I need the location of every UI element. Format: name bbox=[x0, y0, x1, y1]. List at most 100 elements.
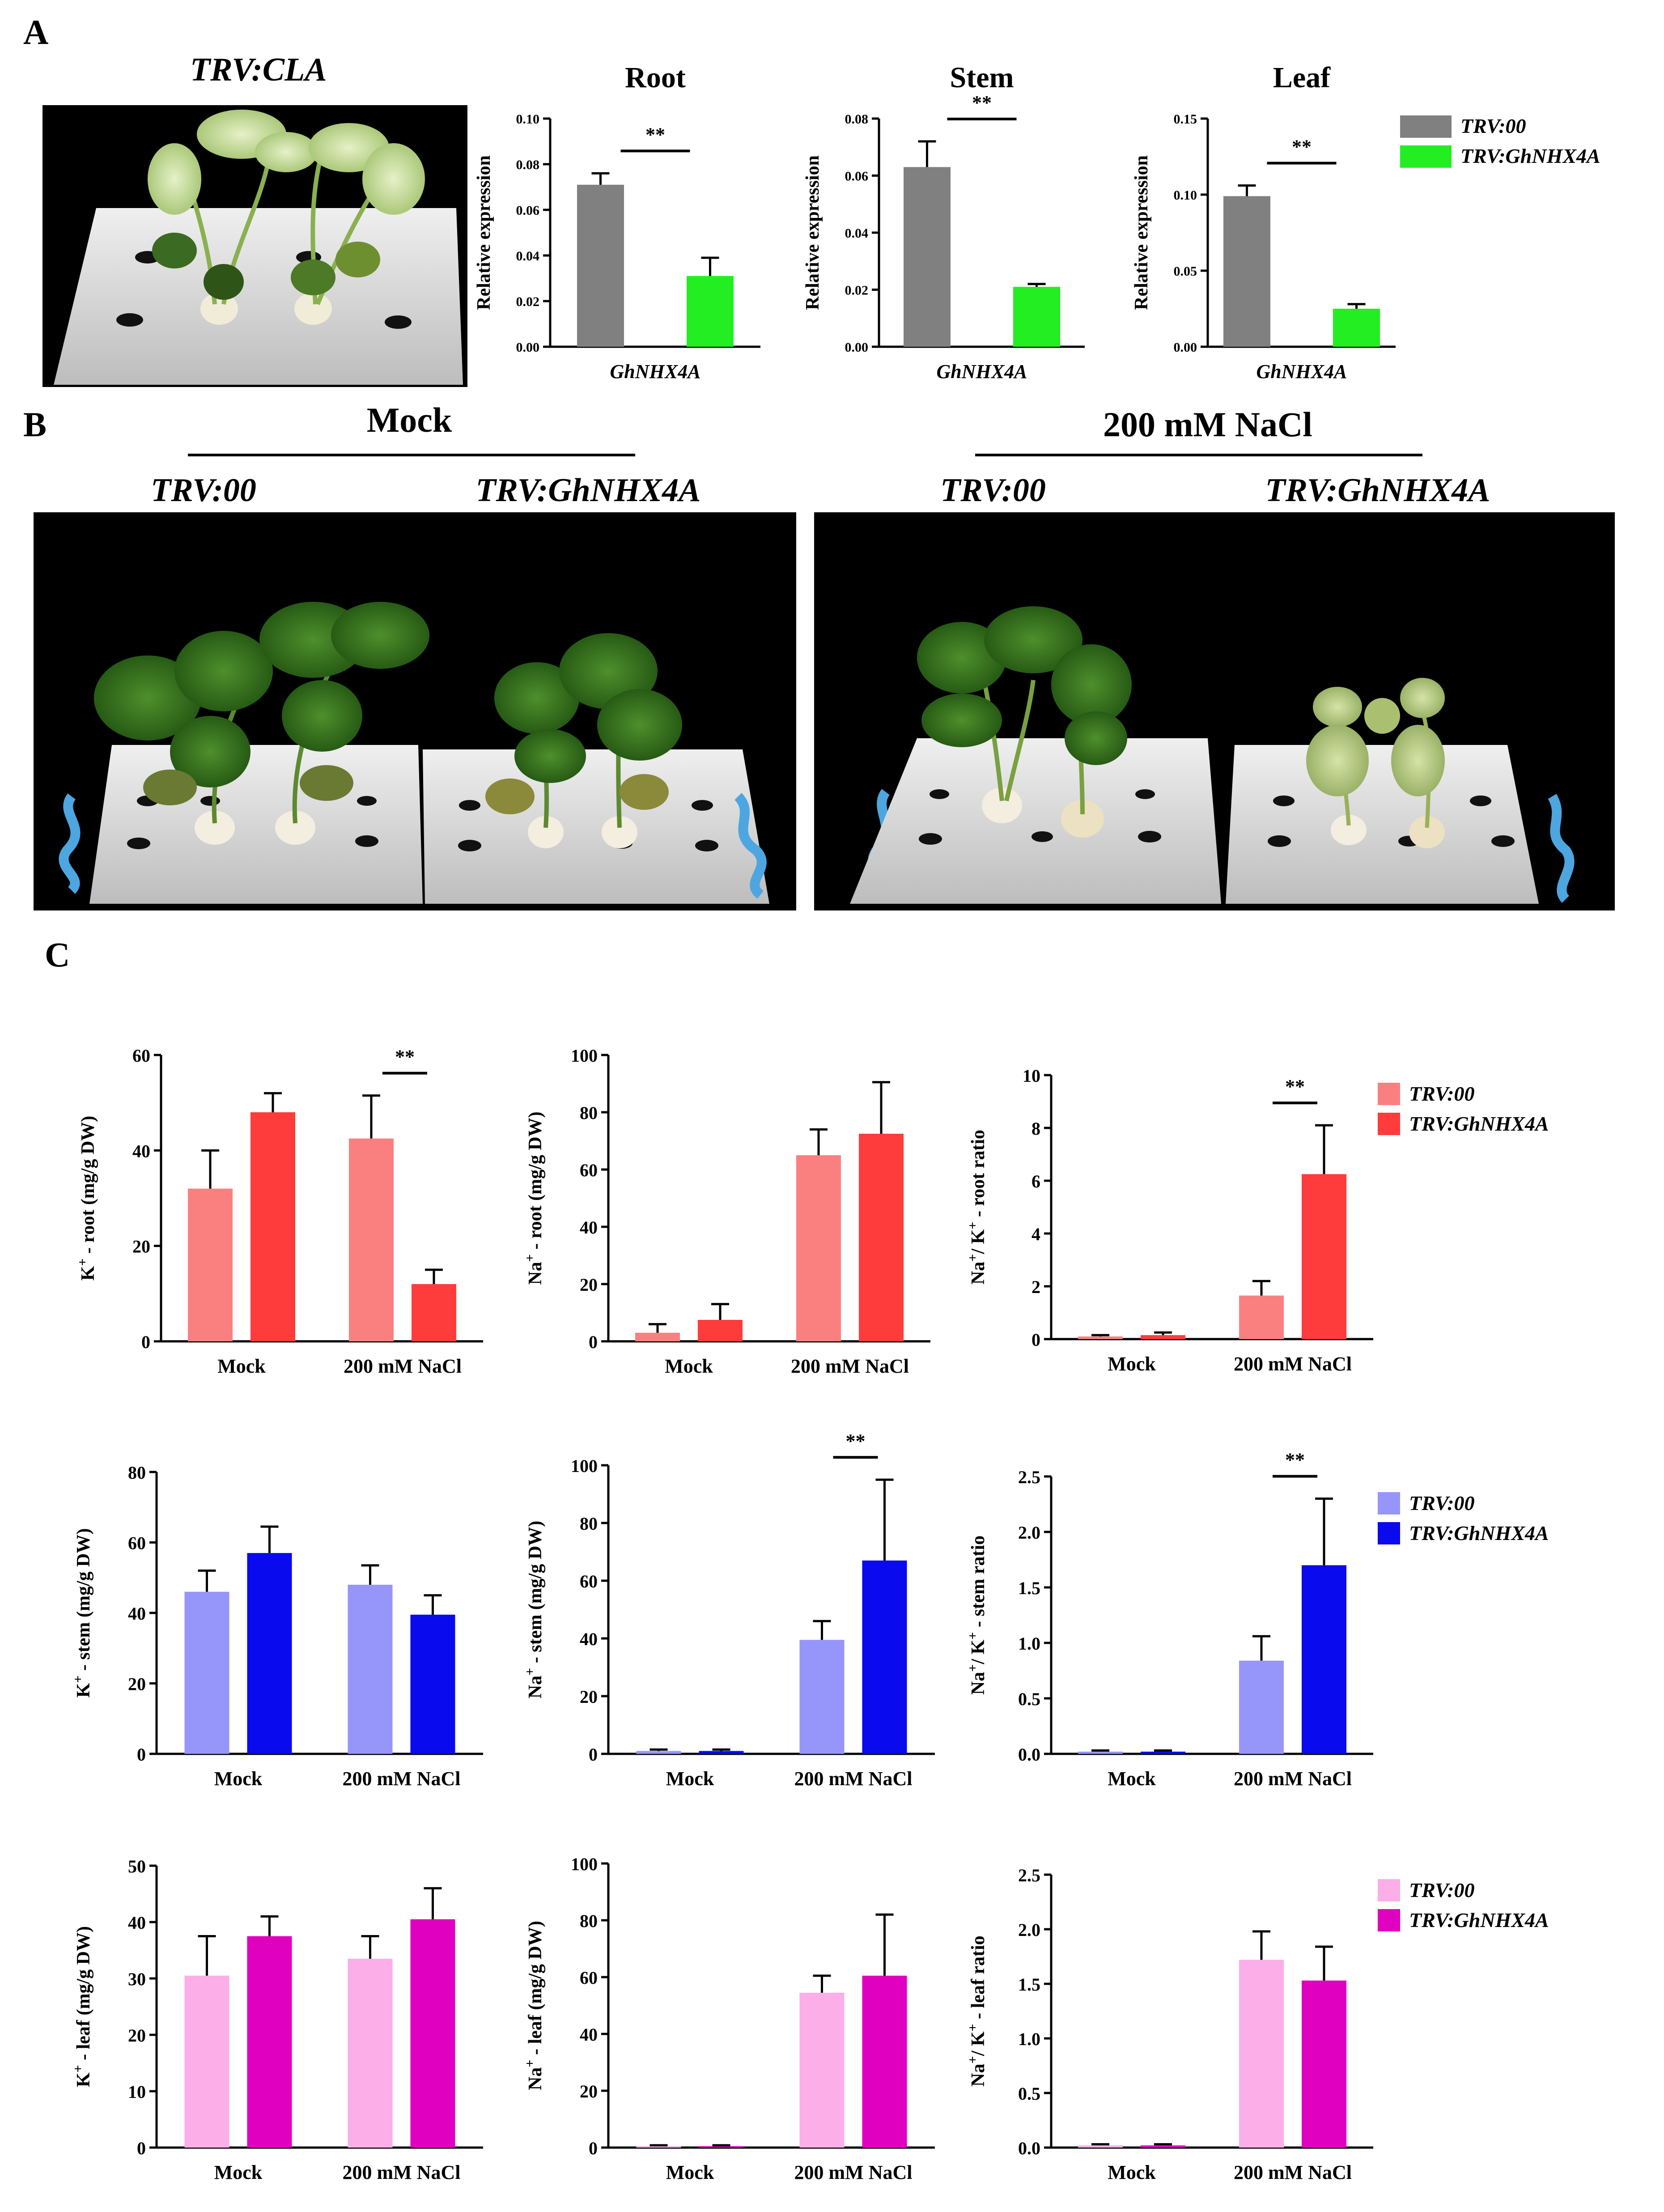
y-tick-label: 20 bbox=[128, 1674, 146, 1694]
root-legend-label-trv00: TRV:00 bbox=[1409, 1082, 1475, 1105]
na-root-chart: 0 20 40 60 80 100 Na+ - root (mg/g DW) Mock 200 … bbox=[522, 1046, 930, 1377]
y-tick-label: 0 bbox=[141, 1332, 150, 1352]
x-category-label: 200 mM NaCl bbox=[1234, 1353, 1352, 1375]
y-tick-label: 1.5 bbox=[1018, 1578, 1040, 1598]
mock-photo bbox=[34, 512, 796, 910]
root-legend-swatch-trv00 bbox=[1378, 1083, 1400, 1105]
stem-legend-swatch-trvghnhx4a bbox=[1378, 1522, 1400, 1544]
y-tick-label: 0.15 bbox=[1174, 112, 1197, 127]
bar bbox=[184, 1591, 229, 1754]
bar bbox=[1078, 1752, 1123, 1754]
y-tick-label: 0.04 bbox=[516, 249, 540, 264]
leaf-legend-label-trvghnhx4a: TRV:GhNHX4A bbox=[1409, 1909, 1549, 1931]
y-tick-label: 0 bbox=[589, 1332, 598, 1352]
y-tick-label: 1.0 bbox=[1018, 1633, 1040, 1654]
stem-legend-label-trv00: TRV:00 bbox=[1409, 1492, 1475, 1514]
y-tick-label: 0.06 bbox=[845, 169, 869, 184]
y-tick-label: 20 bbox=[580, 2081, 598, 2101]
y-tick-label: 0.00 bbox=[845, 340, 869, 355]
x-category-label: Mock bbox=[1108, 2161, 1156, 2183]
x-category-label: 200 mM NaCl bbox=[794, 1768, 913, 1790]
bar bbox=[1239, 1660, 1284, 1754]
leaf-legend: TRV:00 TRV:GhNHX4A bbox=[1378, 1879, 1549, 1931]
y-axis-label: K+ - stem (mg/g DW) bbox=[71, 1528, 94, 1698]
x-category-label: Mock bbox=[665, 1355, 713, 1377]
bar bbox=[1013, 287, 1060, 347]
y-tick-label: 0.0 bbox=[1018, 2138, 1040, 2158]
chart-title: Leaf bbox=[1273, 61, 1331, 94]
x-category-label: Mock bbox=[666, 1768, 714, 1790]
legend-label-trv00: TRV:00 bbox=[1460, 115, 1526, 137]
na-stem-chart: 0 20 40 60 80 100 Na+ - stem (mg/g DW) Mock 200 … bbox=[522, 1430, 935, 1790]
y-tick-label: 80 bbox=[580, 1103, 598, 1123]
x-category-label: 200 mM NaCl bbox=[794, 2161, 913, 2183]
x-category-label: 200 mM NaCl bbox=[1234, 2161, 1352, 2183]
bar bbox=[796, 1155, 841, 1341]
nacl-header: 200 mM NaCl bbox=[1103, 405, 1312, 444]
y-axis-label: K+ - root (mg/g DW) bbox=[75, 1116, 99, 1281]
bar bbox=[862, 1975, 907, 2148]
y-tick-label: 40 bbox=[580, 1217, 598, 1238]
bar bbox=[699, 2146, 744, 2148]
y-tick-label: 0.08 bbox=[845, 112, 869, 127]
root-expression-chart: 0.00 0.02 0.04 0.06 0.08 0.10 Relative express… bbox=[474, 61, 760, 383]
y-tick-label: 0.10 bbox=[516, 112, 540, 127]
bar bbox=[247, 1936, 292, 2148]
y-tick-label: 60 bbox=[128, 1533, 146, 1553]
y-tick-label: 0 bbox=[589, 2138, 598, 2158]
y-tick-label: 0.04 bbox=[845, 226, 869, 241]
root-legend: TRV:00 TRV:GhNHX4A bbox=[1378, 1082, 1549, 1135]
bar bbox=[577, 184, 624, 347]
x-category-label: 200 mM NaCl bbox=[791, 1355, 909, 1377]
mock-header: Mock bbox=[367, 400, 452, 439]
y-tick-label: 0.5 bbox=[1018, 1689, 1040, 1709]
bar bbox=[1302, 1174, 1346, 1339]
stem-legend-swatch-trv00 bbox=[1378, 1492, 1400, 1514]
x-category-label: Mock bbox=[217, 1355, 266, 1377]
y-tick-label: 0.5 bbox=[1018, 2084, 1040, 2104]
significance-label: ** bbox=[1285, 1076, 1305, 1097]
y-tick-label: 80 bbox=[580, 1514, 598, 1534]
bar bbox=[699, 1751, 744, 1754]
bar bbox=[799, 1640, 845, 1754]
chart-title: Root bbox=[625, 61, 686, 94]
bar bbox=[1302, 1980, 1346, 2148]
stem-expression-chart: 0.00 0.02 0.04 0.06 0.08 Relative expression S… bbox=[802, 61, 1085, 383]
ratio-root-chart: 0 2 4 6 8 10 Na+/ K+ - root ratio Mock 200 mM Na… bbox=[965, 1066, 1373, 1375]
k-root-chart: 0 20 40 60 K+ - root (mg/g DW) Mock 200 mM NaC… bbox=[75, 1046, 483, 1377]
y-tick-label: 0.00 bbox=[1174, 340, 1197, 355]
bar bbox=[799, 1992, 845, 2148]
y-tick-label: 60 bbox=[580, 1160, 598, 1180]
bar bbox=[1141, 1752, 1185, 1754]
bar bbox=[184, 1975, 229, 2148]
legend-swatch-trvghnhx4a bbox=[1400, 145, 1452, 168]
y-tick-label: 20 bbox=[580, 1687, 598, 1707]
y-tick-label: 10 bbox=[128, 2082, 146, 2102]
stem-legend: TRV:00 TRV:GhNHX4A bbox=[1378, 1492, 1549, 1544]
y-axis-label: Na+/ K+ - leaf ratio bbox=[965, 1936, 989, 2087]
cla-photo bbox=[42, 105, 467, 387]
y-tick-label: 2.5 bbox=[1018, 1467, 1040, 1487]
y-axis-label: Na+ - root (mg/g DW) bbox=[522, 1111, 546, 1285]
bar bbox=[1078, 2145, 1123, 2148]
y-tick-label: 10 bbox=[1023, 1066, 1040, 1086]
x-category-label: 200 mM NaCl bbox=[1234, 1768, 1352, 1790]
significance-label: ** bbox=[1292, 136, 1312, 158]
bar bbox=[348, 1585, 393, 1754]
bar bbox=[1141, 1335, 1185, 1339]
x-category-label: GhNHX4A bbox=[610, 361, 701, 383]
y-axis-label: Na+/ K+ - stem ratio bbox=[965, 1536, 989, 1695]
na-leaf-chart: 0 20 40 60 80 100 Na+ - leaf (mg/g DW) Mock 200 … bbox=[522, 1854, 935, 2183]
y-tick-label: 2.5 bbox=[1018, 1865, 1040, 1885]
bar bbox=[247, 1553, 292, 1754]
y-tick-label: 2 bbox=[1032, 1277, 1040, 1297]
y-tick-label: 0.10 bbox=[1174, 188, 1197, 203]
y-tick-label: 80 bbox=[580, 1911, 598, 1931]
x-category-label: GhNHX4A bbox=[1256, 361, 1347, 383]
cla-photo-title: TRV:CLA bbox=[190, 51, 327, 88]
x-category-label: 200 mM NaCl bbox=[344, 1355, 462, 1377]
y-tick-label: 40 bbox=[128, 1604, 146, 1624]
bar bbox=[188, 1188, 233, 1341]
significance-label: ** bbox=[1285, 1449, 1305, 1471]
